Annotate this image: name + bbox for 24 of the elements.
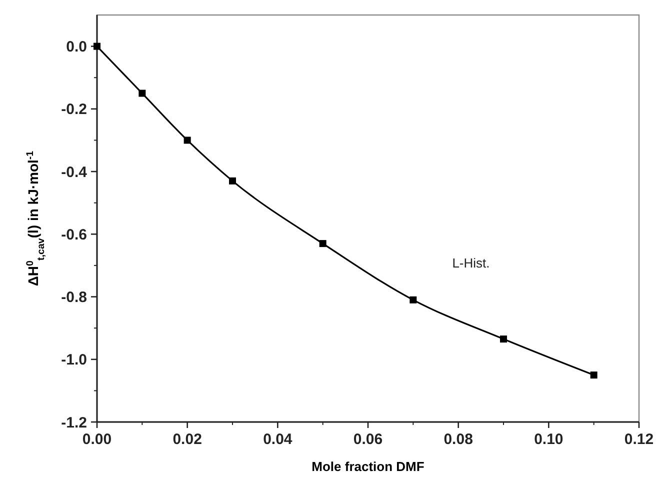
point	[500, 336, 507, 343]
x-tick-label: 0.12	[624, 431, 654, 448]
annotation: L-Hist.	[452, 255, 490, 270]
y-tick-label: -0.2	[61, 101, 87, 118]
x-axis-title: Mole fraction DMF	[312, 459, 424, 474]
point	[229, 177, 236, 184]
y-tick-label: 0.0	[66, 38, 87, 56]
x-tick-label: 0.04	[263, 431, 293, 448]
y-tick-label: -0.4	[61, 164, 88, 181]
point	[590, 372, 598, 379]
point	[138, 90, 146, 97]
point	[319, 240, 326, 248]
point	[410, 296, 417, 304]
y-tick-label: -0.8	[61, 289, 87, 306]
point	[94, 42, 100, 50]
x-tick-label: 0.10	[534, 431, 564, 448]
x-tick-label: 0.08	[444, 431, 473, 448]
point	[184, 136, 191, 144]
y-tick-label: -1.0	[61, 352, 87, 369]
y-tick-label: -1.2	[61, 414, 87, 432]
x-tick-label: 0.00	[82, 431, 112, 448]
x-tick-label: 0.06	[353, 431, 383, 448]
y-tick-label: -0.6	[61, 226, 87, 244]
x-tick-label: 0.02	[172, 431, 202, 448]
